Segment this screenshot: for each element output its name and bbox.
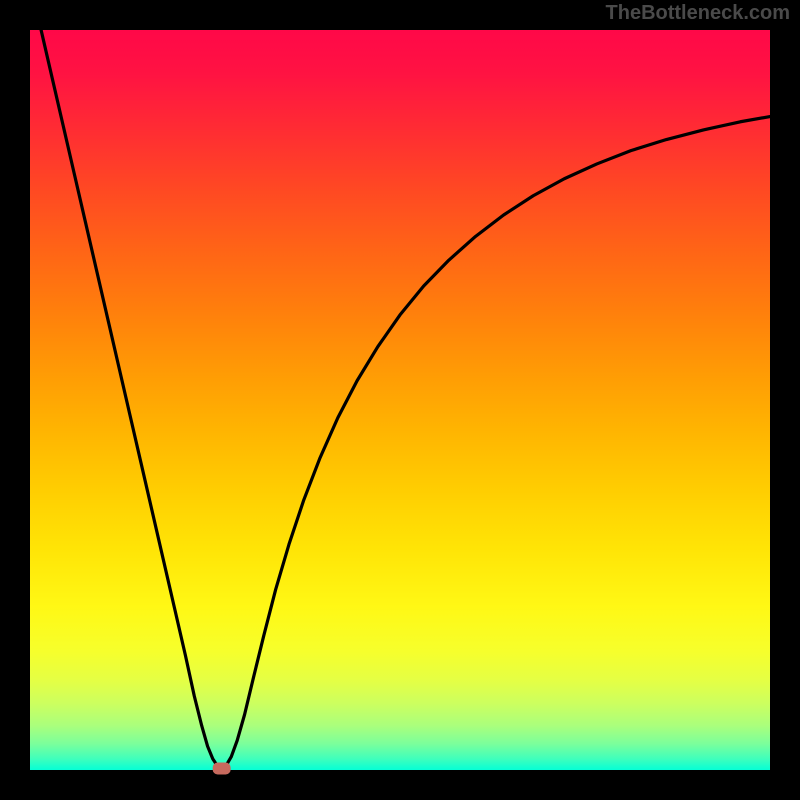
bottleneck-chart xyxy=(0,0,800,800)
chart-container: TheBottleneck.com xyxy=(0,0,800,800)
attribution-label: TheBottleneck.com xyxy=(606,2,790,25)
optimal-point-marker xyxy=(213,763,231,775)
